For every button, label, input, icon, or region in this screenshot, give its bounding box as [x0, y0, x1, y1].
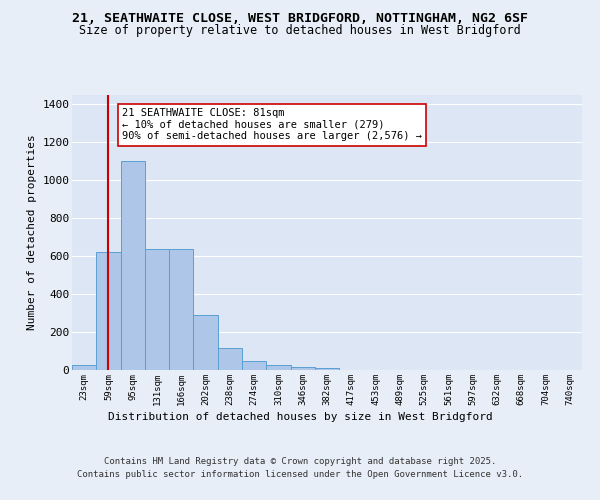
Text: Contains HM Land Registry data © Crown copyright and database right 2025.: Contains HM Land Registry data © Crown c… [104, 458, 496, 466]
Bar [169, 249, 193, 370]
Text: 21 SEATHWAITE CLOSE: 81sqm
← 10% of detached houses are smaller (279)
90% of sem: 21 SEATHWAITE CLOSE: 81sqm ← 10% of deta… [122, 108, 422, 142]
Text: 21, SEATHWAITE CLOSE, WEST BRIDGFORD, NOTTINGHAM, NG2 6SF: 21, SEATHWAITE CLOSE, WEST BRIDGFORD, NO… [72, 12, 528, 26]
Bar [315, 368, 339, 370]
Text: Contains public sector information licensed under the Open Government Licence v3: Contains public sector information licen… [77, 470, 523, 479]
Bar [242, 361, 266, 370]
Bar [96, 252, 121, 370]
Text: Size of property relative to detached houses in West Bridgford: Size of property relative to detached ho… [79, 24, 521, 37]
Y-axis label: Number of detached properties: Number of detached properties [26, 134, 37, 330]
Bar [121, 162, 145, 370]
Bar [218, 348, 242, 370]
Bar [193, 315, 218, 370]
Bar [290, 366, 315, 370]
Bar [145, 249, 169, 370]
Text: Distribution of detached houses by size in West Bridgford: Distribution of detached houses by size … [107, 412, 493, 422]
Bar [72, 364, 96, 370]
Bar [266, 364, 290, 370]
